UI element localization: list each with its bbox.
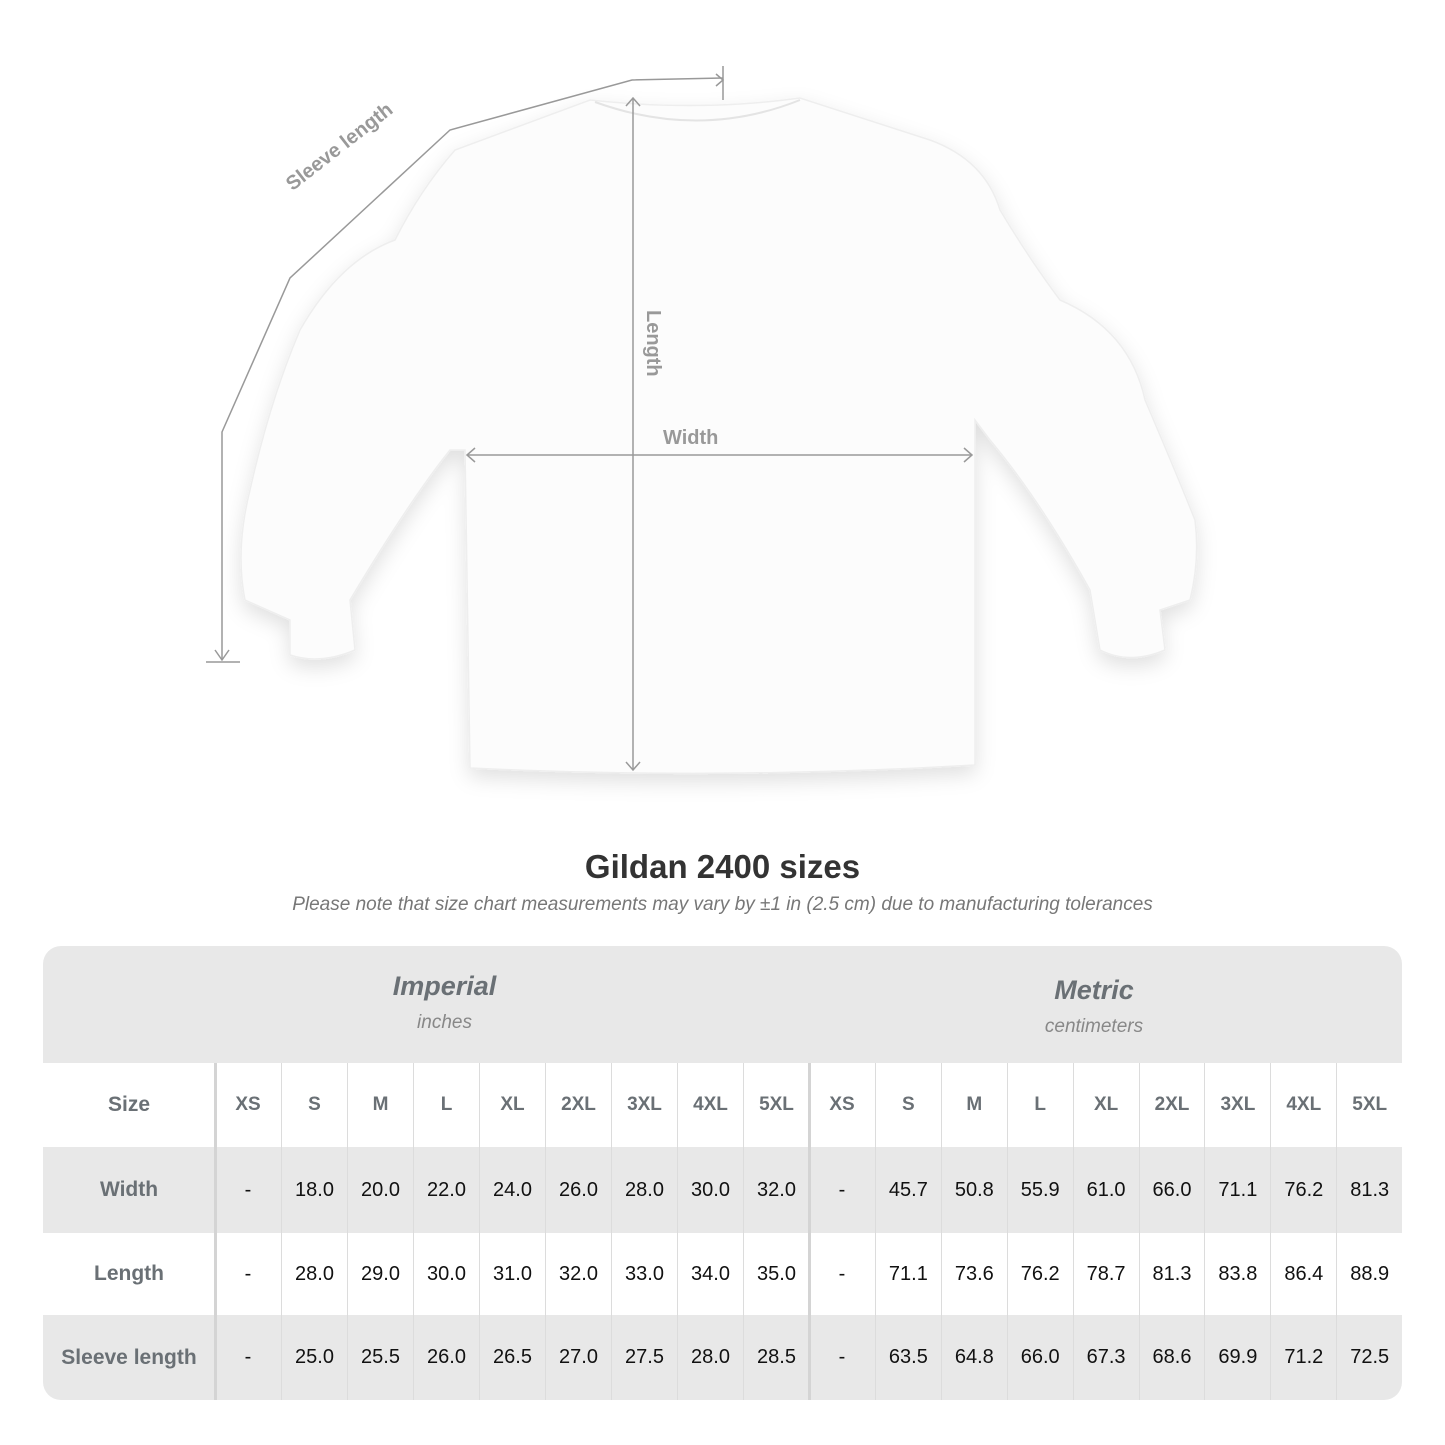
measure-lines xyxy=(206,66,974,772)
size-header: 5XL xyxy=(743,1063,809,1147)
size-header: 2XL xyxy=(545,1063,611,1147)
row-label: Length xyxy=(94,1262,164,1285)
size-header: 3XL xyxy=(1204,1063,1270,1147)
table-row: Length - 28.0 29.0 30.0 31.0 32.0 33.0 34.0 35.0 -… xyxy=(43,1233,1402,1315)
imperial-group: Imperial inches xyxy=(215,971,674,1034)
value-cell: 22.0 xyxy=(413,1147,479,1233)
row-label: Width xyxy=(99,1178,159,1201)
page-title: Gildan 2400 sizes xyxy=(584,848,861,885)
value-cell: 18.0 xyxy=(281,1147,347,1233)
value-cell: 76.2 xyxy=(1270,1147,1336,1233)
value-cell: 34.0 xyxy=(677,1233,743,1315)
size-table: Imperial inches Metric centimeters Size X… xyxy=(43,946,1402,1400)
label-divider xyxy=(214,1063,217,1400)
shirt-diagram xyxy=(206,66,1198,775)
value-cell: 30.0 xyxy=(413,1233,479,1315)
value-cell: - xyxy=(838,1178,846,1201)
value-cell: 26.0 xyxy=(545,1147,611,1233)
value-cell: 24.0 xyxy=(479,1147,545,1233)
size-header: L xyxy=(1006,1063,1073,1147)
value-cell: 81.3 xyxy=(1336,1147,1402,1233)
value-cell: 25.0 xyxy=(281,1315,347,1400)
size-header: 2XL xyxy=(1138,1063,1205,1147)
table-row: Width - 18.0 20.0 22.0 24.0 26.0 28.0 30.0 32.0 - 4… xyxy=(43,1147,1402,1233)
value-cell: - xyxy=(244,1346,252,1368)
size-header: 5XL xyxy=(1336,1063,1402,1147)
table-row: Sleeve length -25.0 25.5 26.0 26.5 27.0 27.5 28… xyxy=(43,1315,1402,1400)
value-cell: 71.2 xyxy=(1270,1315,1336,1400)
value-cell: 26.5 xyxy=(479,1315,545,1400)
value-cell: 69.9 xyxy=(1204,1315,1270,1400)
value-cell: 55.9 xyxy=(1006,1147,1073,1233)
value-cell: 61.0 xyxy=(1072,1147,1139,1233)
value-cell: 27.5 xyxy=(611,1315,677,1400)
value-cell: 81.3 xyxy=(1138,1233,1205,1315)
table-header-band xyxy=(43,946,1402,1063)
value-cell: 73.6 xyxy=(940,1233,1007,1315)
value-cell: 28.0 xyxy=(677,1315,743,1400)
size-header: M xyxy=(940,1063,1007,1147)
value-cell: 35.0 xyxy=(743,1233,809,1315)
value-cell: 32.0 xyxy=(743,1147,809,1233)
size-header: S xyxy=(874,1063,941,1147)
value-cell: 28.0 xyxy=(611,1147,677,1233)
metric-unit: centimeters xyxy=(1044,1016,1144,1037)
value-cell: 88.9 xyxy=(1336,1233,1402,1315)
value-cell: 29.0 xyxy=(347,1233,413,1315)
shirt-illustration xyxy=(240,97,1198,775)
value-cell: 64.8 xyxy=(940,1315,1007,1400)
row-label: Sleeve length xyxy=(61,1345,197,1369)
size-header: M xyxy=(347,1063,413,1147)
value-cell: - xyxy=(838,1262,846,1285)
value-cell: 33.0 xyxy=(611,1233,677,1315)
metric-group: Metric centimeters xyxy=(809,975,1379,1038)
length-label: Length xyxy=(642,310,664,377)
value-cell: 66.0 xyxy=(1006,1315,1073,1400)
value-cell: - xyxy=(244,1178,252,1201)
size-header: XS xyxy=(235,1094,261,1115)
value-cell: 32.0 xyxy=(545,1233,611,1315)
size-header-row: Size XS S M L XL 2XL 3XL 4XL 5XL XS S M L XL 2XL 3XL 4XL 5… xyxy=(43,1063,1402,1147)
value-cell: 25.5 xyxy=(347,1315,413,1400)
imperial-heading: Imperial xyxy=(392,971,497,1001)
value-cell: 50.8 xyxy=(940,1147,1007,1233)
value-cell: 76.2 xyxy=(1006,1233,1073,1315)
value-cell: 45.7 xyxy=(874,1147,941,1233)
size-header: 4XL xyxy=(1270,1063,1336,1147)
row-label: Size xyxy=(107,1093,151,1116)
value-cell: 83.8 xyxy=(1204,1233,1270,1315)
sleeve-length-line xyxy=(221,77,724,660)
value-cell: 63.5 xyxy=(874,1315,941,1400)
value-cell: 67.3 xyxy=(1072,1315,1139,1400)
size-header: 3XL xyxy=(611,1063,677,1147)
imperial-unit: inches xyxy=(417,1012,472,1033)
size-header: L xyxy=(413,1063,479,1147)
tolerance-note: Please note that size chart measurements… xyxy=(292,894,1153,915)
value-cell: 31.0 xyxy=(479,1233,545,1315)
value-cell: 71.1 xyxy=(1204,1147,1270,1233)
value-cell: 71.1 xyxy=(874,1233,941,1315)
unit-divider xyxy=(808,1063,811,1400)
value-cell: 20.0 xyxy=(347,1147,413,1233)
value-cell: 27.0 xyxy=(545,1315,611,1400)
size-header: S xyxy=(281,1063,347,1147)
size-header: 4XL xyxy=(677,1063,743,1147)
value-cell: 78.7 xyxy=(1072,1233,1139,1315)
value-cell: 86.4 xyxy=(1270,1233,1336,1315)
value-cell: - xyxy=(838,1346,846,1368)
value-cell: 72.5 xyxy=(1336,1315,1402,1400)
metric-heading: Metric xyxy=(1054,975,1134,1005)
value-cell: 26.0 xyxy=(413,1315,479,1400)
size-header: XS xyxy=(829,1094,855,1115)
width-label: Width xyxy=(663,427,719,449)
value-cell: 28.0 xyxy=(281,1233,347,1315)
value-cell: - xyxy=(244,1262,252,1285)
value-cell: 68.6 xyxy=(1138,1315,1205,1400)
value-cell: 66.0 xyxy=(1138,1147,1205,1233)
value-cell: 28.5 xyxy=(743,1315,809,1400)
value-cell: 30.0 xyxy=(677,1147,743,1233)
size-header: XL xyxy=(479,1063,545,1147)
size-header: XL xyxy=(1072,1063,1139,1147)
